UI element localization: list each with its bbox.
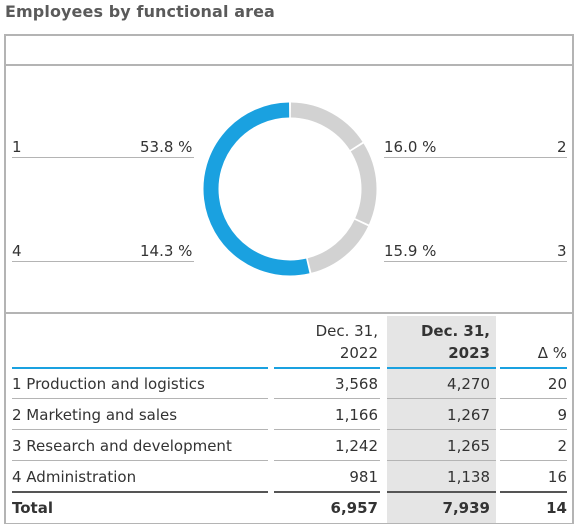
total-delta: 14 — [546, 499, 567, 517]
chart-frame — [4, 34, 574, 524]
segment-4-leader-line — [12, 261, 194, 262]
donut-segment-2 — [290, 102, 363, 151]
row-divider — [274, 429, 380, 430]
frame-middle-divider — [4, 312, 574, 314]
table-cell-2022: 3,568 — [335, 375, 378, 393]
table-cell-2023: 1,267 — [447, 406, 490, 424]
segment-4-percent: 14.3 % — [140, 242, 193, 260]
total-label: Total — [12, 499, 53, 517]
row-divider — [12, 398, 268, 399]
table-cell-2023: 1,265 — [447, 437, 490, 455]
donut-segment-4 — [307, 219, 369, 273]
table-cell-delta: 20 — [547, 375, 567, 393]
total-rule — [500, 491, 567, 493]
header-rule-2022 — [274, 367, 380, 369]
segment-1-leader-line — [12, 157, 194, 158]
header-delta: Δ % — [537, 344, 567, 362]
segment-3-leader-line — [384, 261, 567, 262]
segment-2-percent: 16.0 % — [384, 138, 437, 156]
table-cell-delta: 9 — [557, 406, 567, 424]
current-year-column-shade — [387, 316, 496, 523]
segment-2-leader-line — [384, 157, 567, 158]
row-divider — [500, 429, 567, 430]
table-cell-2023: 1,138 — [447, 468, 490, 486]
row-divider — [387, 398, 496, 399]
table-cell-2023: 4,270 — [447, 375, 490, 393]
header-2022-line1: Dec. 31, — [315, 322, 378, 340]
segment-3-number: 3 — [557, 242, 567, 260]
row-divider — [12, 460, 268, 461]
row-divider — [387, 460, 496, 461]
total-2023: 7,939 — [442, 499, 490, 517]
chart-title: Employees by functional area — [5, 2, 275, 21]
header-2023-line2: 2023 — [448, 344, 490, 362]
table-cell-2022: 1,166 — [335, 406, 378, 424]
table-row-label: 1 Production and logistics — [12, 375, 205, 393]
row-divider — [387, 429, 496, 430]
segment-4-number: 4 — [12, 242, 22, 260]
segment-1-number: 1 — [12, 138, 22, 156]
header-rule-label — [12, 367, 268, 369]
total-rule — [274, 491, 380, 493]
segment-3-percent: 15.9 % — [384, 242, 437, 260]
total-2022: 6,957 — [330, 499, 378, 517]
table-cell-delta: 2 — [557, 437, 567, 455]
row-divider — [500, 460, 567, 461]
row-divider — [274, 398, 380, 399]
donut-chart — [203, 102, 377, 276]
row-divider — [500, 398, 567, 399]
table-row-label: 2 Marketing and sales — [12, 406, 178, 424]
frame-separator — [4, 64, 574, 66]
table-cell-2022: 981 — [349, 468, 378, 486]
total-rule — [12, 491, 268, 493]
donut-segment-3 — [350, 143, 377, 225]
row-divider — [12, 429, 268, 430]
header-2023-line1: Dec. 31, — [420, 322, 490, 340]
table-row-label: 4 Administration — [12, 468, 137, 486]
table-cell-2022: 1,242 — [335, 437, 378, 455]
donut-segments — [203, 102, 377, 276]
total-rule — [387, 491, 496, 493]
table-cell-delta: 16 — [547, 468, 567, 486]
header-2022-line2: 2022 — [339, 344, 378, 362]
header-rule-delta — [500, 367, 567, 369]
segment-2-number: 2 — [557, 138, 567, 156]
segment-1-percent: 53.8 % — [140, 138, 193, 156]
row-divider — [274, 460, 380, 461]
table-row-label: 3 Research and development — [12, 437, 232, 455]
header-rule-2023 — [387, 367, 496, 369]
donut-segment-1 — [203, 102, 310, 276]
